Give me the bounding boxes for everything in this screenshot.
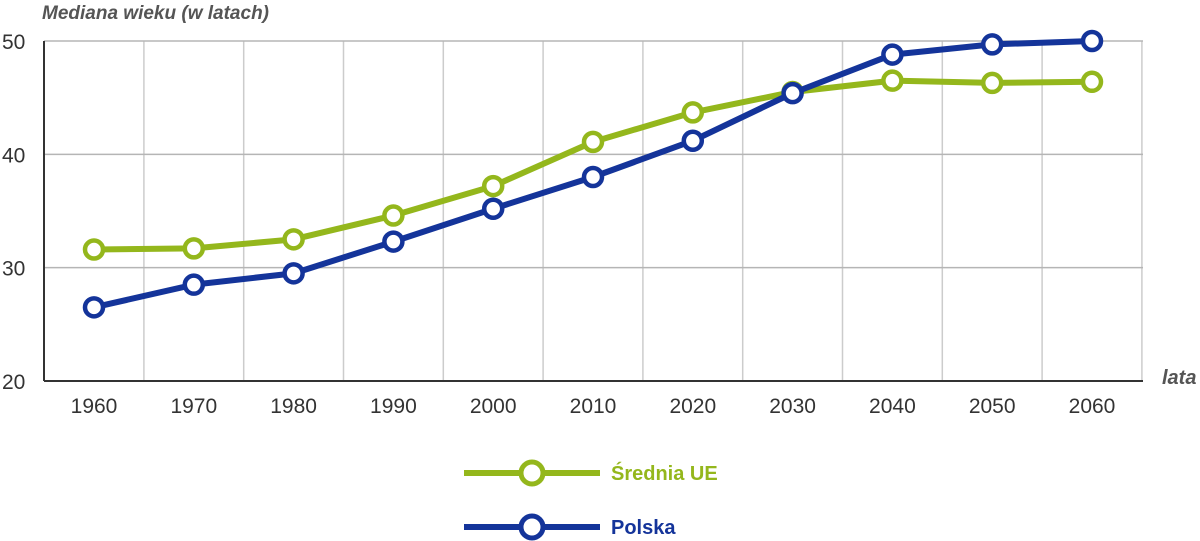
x-tick-label: 2020: [669, 395, 716, 418]
series-layer: [82, 29, 1104, 319]
data-point: [182, 273, 206, 296]
x-tick-label: 2040: [869, 395, 916, 418]
x-tick-label: 2050: [969, 395, 1016, 418]
data-point: [881, 43, 904, 66]
data-point: [82, 238, 106, 261]
legend-label: Polska: [611, 517, 676, 539]
legend-marker: [518, 513, 546, 541]
legend-marker: [518, 459, 546, 487]
data-point: [1080, 29, 1104, 53]
data-point: [681, 129, 705, 152]
x-tick-label: 2010: [570, 395, 617, 418]
series-srednia-ue: [82, 69, 1104, 261]
data-point: [481, 197, 505, 220]
data-point: [282, 228, 305, 251]
y-tick-label: 40: [2, 144, 25, 167]
legend: Średnia UE Polska: [464, 459, 718, 541]
x-tick-label: 2060: [1069, 395, 1116, 418]
data-point: [681, 101, 705, 124]
grid: [44, 40, 1143, 381]
x-tick-label: 1990: [370, 395, 417, 418]
x-tick-label: 1960: [71, 395, 118, 418]
x-tick-label: 2000: [470, 395, 517, 418]
axes: [43, 41, 1143, 382]
y-tick-labels: 20 30 40 50: [2, 31, 25, 394]
data-point: [382, 204, 405, 227]
data-point: [1080, 70, 1104, 94]
y-axis-title: Mediana wieku (w latach): [42, 3, 269, 24]
data-point: [481, 174, 505, 198]
x-tick-label: 2030: [769, 395, 816, 418]
data-point: [382, 230, 405, 253]
data-point: [182, 237, 206, 260]
data-point: [781, 81, 804, 105]
x-tick-label: 1980: [270, 395, 317, 418]
data-point: [581, 165, 605, 189]
series-polska: [82, 29, 1104, 319]
x-tick-label: 1970: [170, 395, 217, 418]
data-point: [881, 69, 904, 92]
data-point: [581, 130, 605, 154]
y-tick-label: 30: [2, 258, 25, 281]
y-tick-label: 20: [2, 371, 25, 394]
data-point: [980, 71, 1004, 95]
legend-item: Polska: [464, 513, 676, 541]
data-point: [980, 33, 1004, 56]
x-tick-labels: 1960 1970 1980 1990 2000 2010 2020 2030 2040 2050…: [71, 395, 1116, 418]
legend-label: Średnia UE: [611, 461, 718, 485]
y-tick-label: 50: [2, 31, 25, 54]
x-axis-title: lata: [1162, 367, 1196, 389]
data-point: [282, 262, 305, 285]
data-point: [82, 296, 106, 319]
legend-item: Średnia UE: [464, 459, 718, 487]
